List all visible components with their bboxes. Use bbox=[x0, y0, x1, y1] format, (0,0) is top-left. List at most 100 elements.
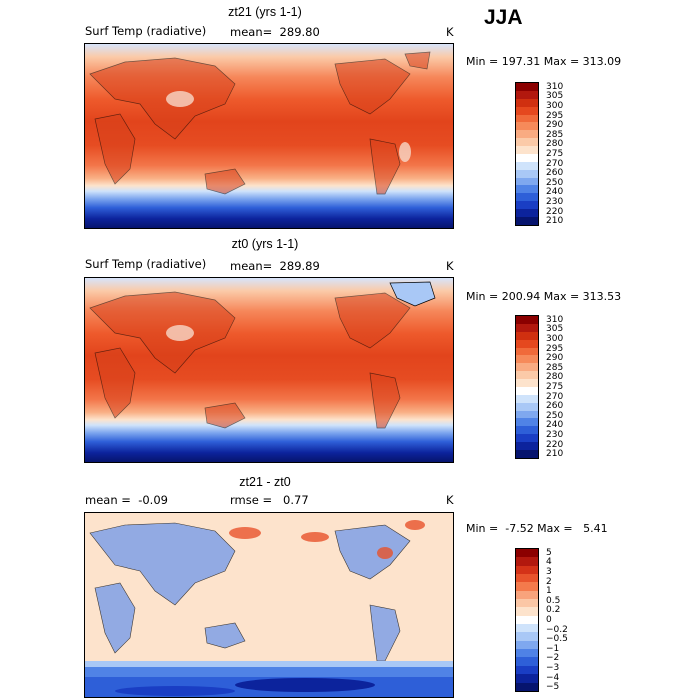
colorbar-swatch bbox=[516, 402, 538, 411]
season-label: JJA bbox=[484, 6, 523, 29]
colorbar-swatch bbox=[516, 442, 538, 450]
colorbar-tick-label: 295 bbox=[546, 110, 564, 121]
panel-1-mean: mean= 289.80 bbox=[230, 25, 320, 39]
colorbar-tick-label: 260 bbox=[546, 168, 564, 179]
colorbar-tick-label: 310 bbox=[546, 81, 564, 92]
colorbar-tick-label: 280 bbox=[546, 372, 564, 383]
colorbar-swatch bbox=[516, 201, 538, 209]
colorbar-tick-label: 4 bbox=[546, 557, 552, 568]
colorbar-tick-label: 290 bbox=[546, 353, 564, 364]
panel-2-units: K bbox=[446, 259, 454, 273]
colorbar-swatch bbox=[516, 90, 538, 99]
panel-2-variable: Surf Temp (radiative) bbox=[85, 257, 207, 271]
colorbar-tick-label: 0.5 bbox=[546, 595, 561, 606]
colorbar-swatch bbox=[516, 216, 538, 225]
panel-1-minmax: Min = 197.31 Max = 313.09 bbox=[466, 55, 622, 68]
colorbar-tick-label: 305 bbox=[546, 324, 564, 335]
panel-1-variable: Surf Temp (radiative) bbox=[85, 24, 207, 38]
colorbar-swatch bbox=[516, 394, 538, 403]
colorbar-swatch bbox=[516, 379, 538, 387]
colorbar-tick-label: 2 bbox=[546, 576, 552, 587]
colorbar-swatch bbox=[516, 363, 538, 372]
colorbar-swatch bbox=[516, 599, 538, 608]
colorbar-tick-label: 285 bbox=[546, 362, 564, 373]
colorbar-swatch bbox=[516, 106, 538, 115]
panel-3-units: K bbox=[446, 493, 454, 507]
colorbar-tick-label: 270 bbox=[546, 391, 564, 402]
panel-1-map bbox=[84, 43, 454, 229]
colorbar-swatch bbox=[516, 418, 538, 427]
colorbar-swatch bbox=[516, 161, 538, 170]
colorbar-swatch bbox=[516, 153, 538, 162]
colorbar-swatch bbox=[516, 316, 538, 324]
panel-2-mean: mean= 289.89 bbox=[230, 259, 320, 273]
colorbar-tick-label: 230 bbox=[546, 197, 564, 207]
colorbar-swatch bbox=[516, 607, 538, 616]
colorbar-tick-label: 285 bbox=[546, 129, 564, 140]
colorbar-swatch bbox=[516, 624, 538, 633]
colorbar-tick-label: −4 bbox=[546, 672, 560, 683]
colorbar-tick-label: 210 bbox=[546, 449, 564, 460]
colorbar-tick-label: 5 bbox=[546, 547, 552, 558]
colorbar-tick-label: −3 bbox=[546, 663, 560, 673]
colorbar-tick-label: −0.2 bbox=[546, 624, 568, 635]
colorbar-swatch bbox=[516, 574, 538, 583]
colorbar-tick-label: 295 bbox=[546, 343, 564, 354]
colorbar-swatch bbox=[516, 83, 538, 91]
colorbar-tick-label: 220 bbox=[546, 439, 564, 450]
colorbar-swatch bbox=[516, 138, 538, 146]
colorbar-swatch bbox=[516, 122, 538, 131]
colorbar-swatch bbox=[516, 371, 538, 379]
colorbar-swatch bbox=[516, 549, 538, 558]
colorbar-swatch bbox=[516, 449, 538, 458]
colorbar-swatch bbox=[516, 565, 538, 575]
colorbar-tick-label: 300 bbox=[546, 334, 564, 344]
colorbar-swatch bbox=[516, 632, 538, 641]
colorbar-tick-label: 1 bbox=[546, 586, 552, 597]
colorbar-swatch bbox=[516, 98, 538, 107]
colorbar-swatch bbox=[516, 640, 538, 650]
panel-2-minmax: Min = 200.94 Max = 313.53 bbox=[466, 290, 622, 303]
colorbar-swatch bbox=[516, 386, 538, 395]
colorbar-tick-label: −5 bbox=[546, 682, 560, 693]
panel-1-title: zt21 (yrs 1-1) bbox=[228, 5, 302, 19]
colorbar-tick-label: 300 bbox=[546, 101, 564, 111]
colorbar-swatch bbox=[516, 347, 538, 356]
colorbar-swatch bbox=[516, 114, 538, 123]
panel-3-minmax: Min = -7.52 Max = 5.41 bbox=[466, 522, 608, 535]
panel-3-rmse: rmse = 0.77 bbox=[230, 493, 309, 507]
colorbar-swatch bbox=[516, 146, 538, 154]
colorbar-swatch bbox=[516, 582, 538, 591]
colorbar-swatch bbox=[516, 426, 538, 435]
colorbar-swatch bbox=[516, 649, 538, 658]
colorbar-tick-label: 280 bbox=[546, 139, 564, 150]
colorbar-tick-label: 0.2 bbox=[546, 605, 561, 616]
colorbar-swatch bbox=[516, 434, 538, 442]
colorbar-tick-label: −2 bbox=[546, 653, 560, 664]
colorbar-tick-label: 275 bbox=[546, 149, 564, 159]
colorbar-swatch bbox=[516, 665, 538, 675]
colorbar-tick-label: 305 bbox=[546, 91, 564, 102]
colorbar-swatch bbox=[516, 590, 538, 600]
colorbar-tick-label: 270 bbox=[546, 158, 564, 169]
panel-2-title: zt0 (yrs 1-1) bbox=[231, 237, 299, 251]
colorbar-tick-label: 230 bbox=[546, 430, 564, 440]
colorbar-tick-label: 310 bbox=[546, 314, 564, 325]
colorbar-swatch bbox=[516, 209, 538, 217]
panel-3-colorbar-labels: 5 4 3 2 1 0.5 0.2 0 −0.2 −0.5 −1 −2 −3 −4 −5 bbox=[546, 548, 586, 692]
colorbar-tick-label: 250 bbox=[546, 177, 564, 188]
colorbar-tick-label: −1 bbox=[546, 643, 560, 654]
colorbar-swatch bbox=[516, 615, 538, 625]
colorbar-swatch bbox=[516, 169, 538, 178]
colorbar-tick-label: 290 bbox=[546, 120, 564, 131]
panel-2-map bbox=[84, 277, 454, 463]
panel-2-colorbar-labels: 310 305 300 295 290 285 280 275 270 260 250 240 230 2… bbox=[546, 315, 586, 459]
colorbar-swatch bbox=[516, 177, 538, 186]
panel-2-colorbar bbox=[515, 315, 539, 459]
colorbar-swatch bbox=[516, 674, 538, 683]
colorbar-tick-label: 275 bbox=[546, 382, 564, 392]
panel-3-map bbox=[84, 512, 454, 698]
colorbar-swatch bbox=[516, 682, 538, 691]
colorbar-tick-label: 220 bbox=[546, 206, 564, 217]
colorbar-swatch bbox=[516, 557, 538, 566]
